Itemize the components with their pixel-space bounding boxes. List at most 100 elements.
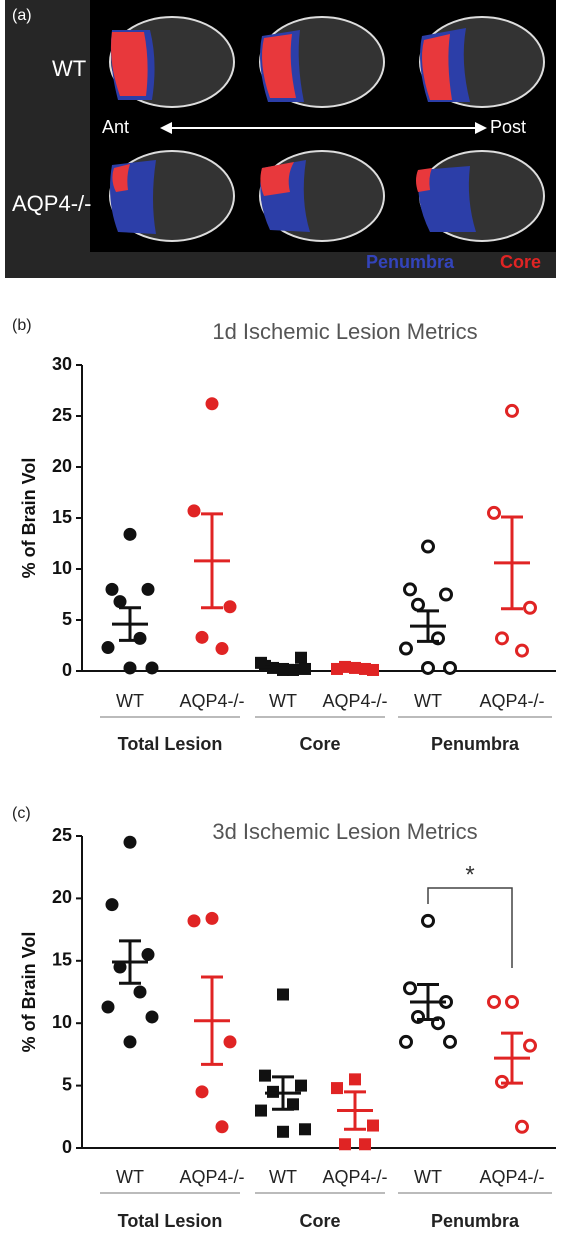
data-point bbox=[215, 642, 229, 656]
panel-a: (a) WT AQP4-/- Ant Post Penumbra Core bbox=[5, 0, 556, 278]
legend-penumbra: Penumbra bbox=[366, 252, 455, 272]
brain-slices bbox=[109, 16, 545, 242]
data-point bbox=[141, 582, 155, 596]
data-point bbox=[403, 981, 417, 996]
data-point bbox=[287, 1098, 299, 1111]
data-point bbox=[105, 898, 119, 912]
y-tick-label: 20 bbox=[52, 456, 72, 476]
data-point bbox=[421, 539, 435, 554]
x-tick-label: AQP4-/- bbox=[179, 691, 244, 711]
data-point bbox=[187, 914, 201, 928]
significance-bracket bbox=[427, 887, 513, 968]
y-tick-label: 0 bbox=[62, 1137, 72, 1157]
data-point bbox=[523, 1038, 537, 1053]
x-tick-label: WT bbox=[414, 691, 442, 711]
x-tick-label: AQP4-/- bbox=[322, 691, 387, 711]
data-point bbox=[255, 656, 267, 669]
data-point bbox=[399, 1034, 413, 1049]
data-point bbox=[277, 988, 289, 1001]
data-point bbox=[133, 631, 147, 645]
significance-label: * bbox=[465, 861, 474, 888]
y-tick-label: 10 bbox=[52, 1012, 72, 1032]
panel-label: (b) bbox=[12, 317, 32, 334]
data-point bbox=[299, 1123, 311, 1136]
post-label: Post bbox=[490, 117, 526, 137]
group-label: Core bbox=[299, 1211, 340, 1231]
data-point bbox=[421, 660, 435, 675]
y-tick-label: 25 bbox=[52, 405, 72, 425]
data-point bbox=[205, 397, 219, 411]
group-label: Core bbox=[299, 734, 340, 754]
data-point bbox=[123, 1035, 137, 1049]
data-point bbox=[101, 641, 115, 655]
x-tick-label: AQP4-/- bbox=[479, 1167, 544, 1187]
data-point bbox=[101, 1000, 115, 1014]
legend-core: Core bbox=[500, 252, 541, 272]
y-tick-label: 25 bbox=[52, 825, 72, 845]
y-axis-label: % of Brain Vol bbox=[19, 458, 39, 579]
data-point bbox=[123, 527, 137, 541]
data-point bbox=[105, 582, 119, 596]
data-point bbox=[487, 994, 501, 1009]
y-tick-label: 10 bbox=[52, 558, 72, 578]
chart-title: 3d Ischemic Lesion Metrics bbox=[212, 819, 477, 844]
group-label: Penumbra bbox=[431, 1211, 520, 1231]
data-point bbox=[349, 1073, 361, 1086]
x-tick-label: WT bbox=[116, 691, 144, 711]
data-point bbox=[515, 1119, 529, 1134]
x-tick-label: AQP4-/- bbox=[479, 691, 544, 711]
x-tick-label: WT bbox=[116, 1167, 144, 1187]
group-label: Total Lesion bbox=[118, 734, 223, 754]
data-point bbox=[505, 403, 519, 418]
data-point bbox=[277, 1125, 289, 1138]
data-point bbox=[399, 641, 413, 656]
y-tick-label: 5 bbox=[62, 1074, 72, 1094]
data-point bbox=[123, 835, 137, 849]
chart-title: 1d Ischemic Lesion Metrics bbox=[212, 319, 477, 344]
data-point bbox=[523, 600, 537, 615]
y-tick-label: 15 bbox=[52, 507, 72, 527]
data-point bbox=[195, 1085, 209, 1099]
x-tick-label: WT bbox=[414, 1167, 442, 1187]
x-tick-label: AQP4-/- bbox=[322, 1167, 387, 1187]
y-axis-label: % of Brain Vol bbox=[19, 932, 39, 1053]
data-point bbox=[359, 1138, 371, 1151]
data-point bbox=[223, 1035, 237, 1049]
data-point bbox=[421, 913, 435, 928]
y-tick-label: 20 bbox=[52, 887, 72, 907]
data-point bbox=[411, 597, 425, 612]
x-tick-label: WT bbox=[269, 691, 297, 711]
data-point bbox=[367, 1119, 379, 1132]
data-point bbox=[495, 631, 509, 646]
y-tick-label: 30 bbox=[52, 354, 72, 374]
row-label: WT bbox=[52, 56, 86, 81]
data-point bbox=[439, 587, 453, 602]
data-point bbox=[223, 600, 237, 614]
data-point bbox=[133, 985, 147, 999]
data-point bbox=[113, 960, 127, 974]
data-point bbox=[205, 911, 219, 925]
data-point bbox=[403, 582, 417, 597]
data-point bbox=[331, 1082, 343, 1095]
data-point bbox=[141, 948, 155, 962]
group-label: Penumbra bbox=[431, 734, 520, 754]
data-point bbox=[299, 662, 311, 675]
data-point bbox=[145, 661, 159, 675]
x-tick-label: AQP4-/- bbox=[179, 1167, 244, 1187]
data-point bbox=[295, 1079, 307, 1092]
data-point bbox=[145, 1010, 159, 1024]
data-point bbox=[443, 660, 457, 675]
data-point bbox=[339, 1138, 351, 1151]
data-point bbox=[123, 661, 137, 675]
data-point bbox=[515, 643, 529, 658]
y-tick-label: 15 bbox=[52, 950, 72, 970]
data-point bbox=[113, 595, 127, 609]
data-point bbox=[259, 1069, 271, 1082]
row-label: AQP4-/- bbox=[12, 191, 91, 216]
data-point bbox=[295, 651, 307, 664]
ant-label: Ant bbox=[102, 117, 129, 137]
group-label: Total Lesion bbox=[118, 1211, 223, 1231]
x-tick-label: WT bbox=[269, 1167, 297, 1187]
data-point bbox=[443, 1034, 457, 1049]
